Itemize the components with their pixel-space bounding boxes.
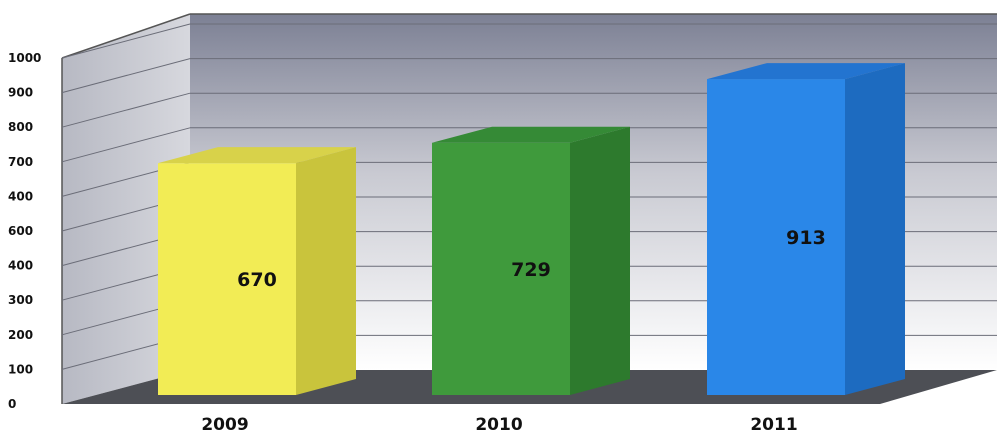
y-tick-label: 700 xyxy=(8,155,33,169)
bar-2011: 913 xyxy=(707,63,905,396)
y-tick-label: 400 xyxy=(8,189,33,203)
gridline-side xyxy=(61,58,191,94)
bar-front xyxy=(432,142,570,395)
bar-side xyxy=(296,147,356,395)
y-axis: 0 100 200 300 400 600 400 700 800 900 1000 xyxy=(8,51,41,411)
bar-side xyxy=(570,126,630,396)
bar-2009: 670 xyxy=(158,147,356,395)
y-tick-label: 100 xyxy=(8,362,33,376)
y-tick-label: 400 xyxy=(8,259,33,273)
gridline-side xyxy=(61,127,191,163)
gridline-side xyxy=(61,23,191,59)
y-tick-label: 200 xyxy=(8,328,33,342)
bar-front xyxy=(158,163,296,395)
bar-top xyxy=(707,63,905,80)
bar-front xyxy=(707,79,845,396)
bars: 670 729 913 xyxy=(158,63,905,396)
y-tick-label: 600 xyxy=(8,224,33,238)
bar-top xyxy=(432,126,630,143)
gridline-side xyxy=(61,92,191,128)
bar-2010: 729 xyxy=(432,126,630,396)
bar-top xyxy=(158,147,356,164)
y-tick-label: 800 xyxy=(8,120,33,134)
x-tick-label: 2009 xyxy=(201,415,248,435)
data-label: 729 xyxy=(511,259,551,281)
y-tick-label: 1000 xyxy=(8,51,41,65)
x-tick-label: 2010 xyxy=(475,415,522,435)
y-tick-label: 300 xyxy=(8,293,33,307)
bar-side xyxy=(845,63,905,396)
data-label: 913 xyxy=(786,227,826,249)
y-tick-label: 0 xyxy=(8,397,16,411)
x-axis: 2009 2010 2011 xyxy=(201,415,797,435)
y-tick-label: 900 xyxy=(8,86,33,100)
data-label: 670 xyxy=(237,269,277,291)
x-tick-label: 2011 xyxy=(750,415,797,435)
